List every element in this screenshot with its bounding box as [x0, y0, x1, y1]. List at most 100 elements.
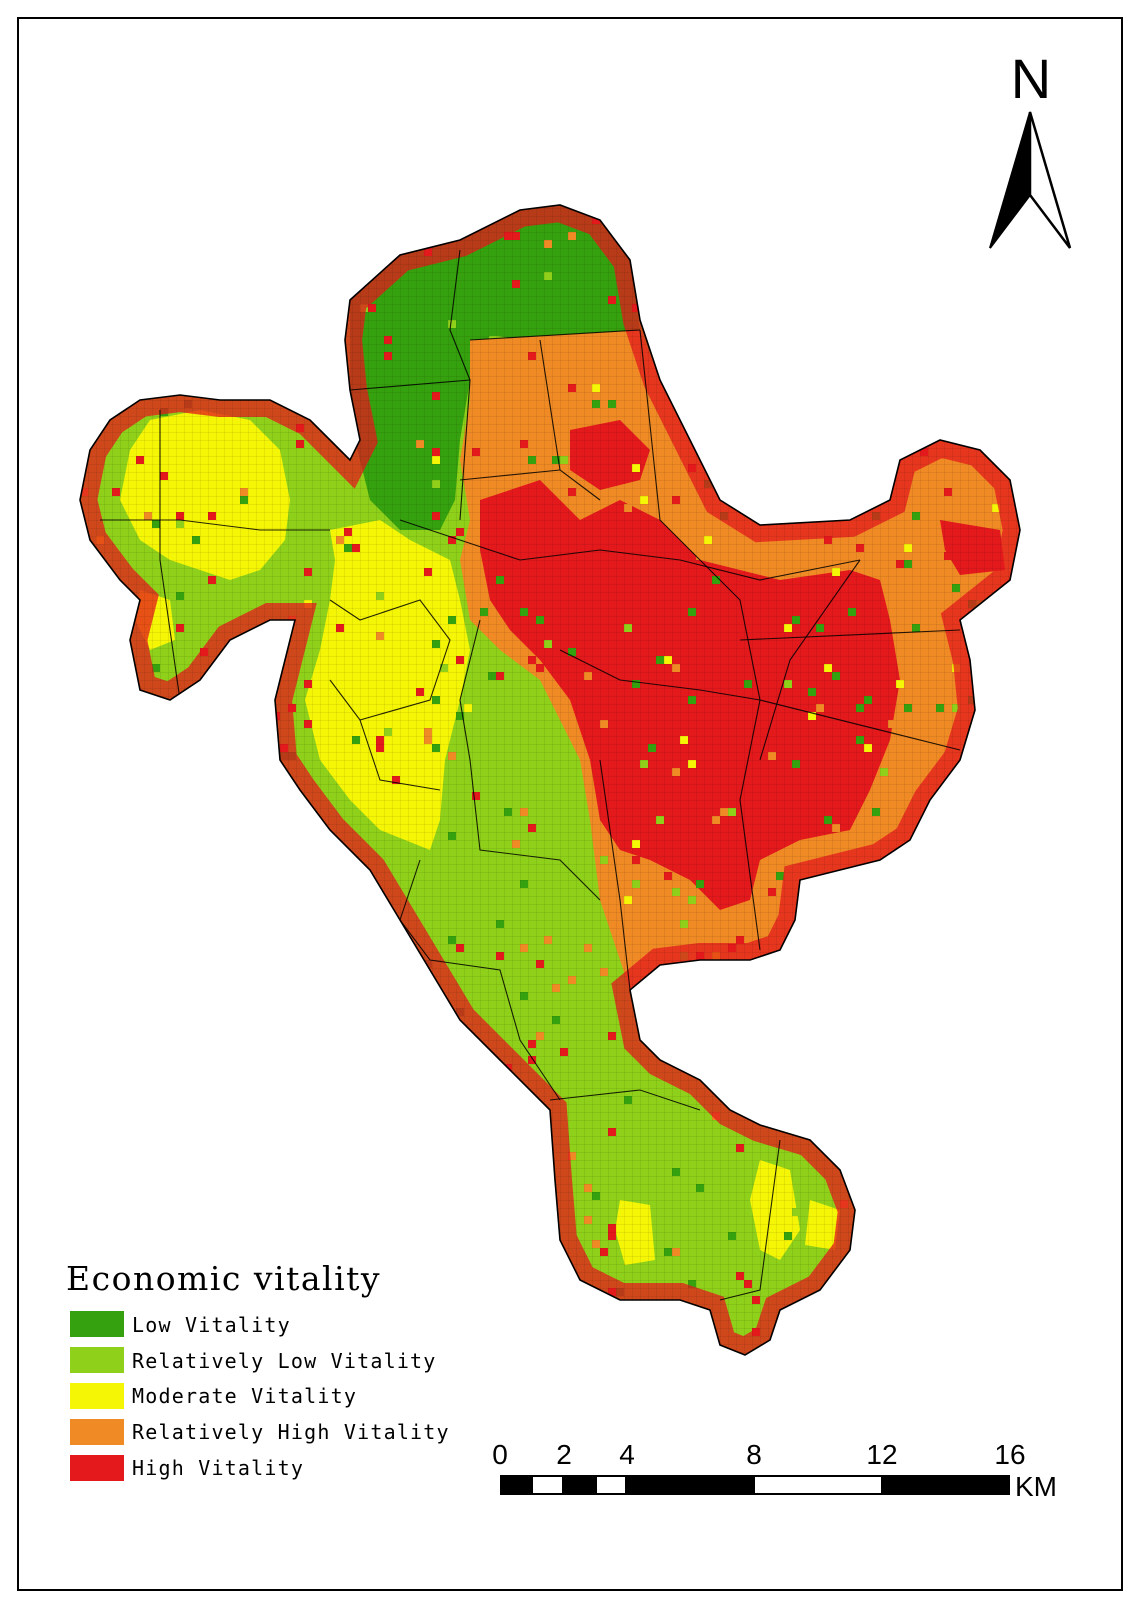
grid-cell [1000, 944, 1008, 952]
grid-cell [280, 984, 288, 992]
grid-cell [208, 856, 216, 864]
grid-cell [192, 1168, 200, 1176]
grid-cell [240, 1224, 248, 1232]
grid-cell [96, 944, 104, 952]
grid-cell [184, 1120, 192, 1128]
grid-cell [280, 1192, 288, 1200]
grid-cell [440, 1192, 448, 1200]
grid-cell [848, 400, 856, 408]
grid-cell [952, 1296, 960, 1304]
grid-cell [312, 352, 320, 360]
grid-cell [280, 936, 288, 944]
grid-cell [464, 1192, 472, 1200]
grid-cell [240, 968, 248, 976]
grid-cell [216, 856, 224, 864]
grid-cell [648, 208, 656, 216]
grid-cell [80, 1080, 88, 1088]
grid-cell [808, 496, 816, 504]
grid-cell [280, 1240, 288, 1248]
grid-cell [160, 288, 168, 296]
grid-cell [112, 1040, 120, 1048]
grid-cell [992, 416, 1000, 424]
grid-cell [688, 992, 696, 1000]
grid-cell [376, 984, 384, 992]
grid-cell [992, 1048, 1000, 1056]
district-boundary [159, 410, 181, 701]
legend-swatch-relatively-high-vitality [70, 1419, 124, 1445]
grid-cell [1016, 928, 1020, 936]
grid-cell [928, 288, 936, 296]
grid-cell [856, 1120, 864, 1128]
grid-cell [720, 344, 728, 352]
grid-cell [736, 240, 744, 248]
grid-cell [872, 936, 880, 944]
grid-cell [976, 1064, 984, 1072]
grid-cell [192, 704, 200, 712]
grid-cell [824, 1352, 832, 1355]
grid-cell [336, 904, 344, 912]
grid-cell [240, 712, 248, 720]
grid-cell [528, 1344, 536, 1352]
grid-cell [992, 1312, 1000, 1320]
grid-cell [720, 488, 728, 496]
grid-cell [80, 800, 88, 808]
grid-cell [192, 888, 200, 896]
grid-cell [728, 1072, 736, 1080]
scale-label-12: 12 [866, 1439, 897, 1470]
grid-cell [792, 440, 800, 448]
grid-cell [1016, 1080, 1020, 1088]
scale-segment [531, 1475, 564, 1495]
grid-cell [80, 1072, 88, 1080]
grid-cell [872, 1048, 880, 1056]
grid-cell [960, 824, 968, 832]
district-boundary [449, 249, 471, 521]
grid-cell [712, 968, 720, 976]
grid-cell [240, 360, 248, 368]
district-boundary [719, 1139, 781, 1301]
grid-cell [192, 1224, 200, 1232]
grid-cell [248, 232, 256, 240]
grid-cell [632, 1312, 640, 1320]
grid-cell [176, 205, 184, 208]
grid-cell [320, 984, 328, 992]
grid-cell [808, 216, 816, 224]
grid-cell [448, 1024, 456, 1032]
grid-cell [744, 1008, 752, 1016]
legend-label-moderate-vitality: Moderate Vitality [132, 1384, 357, 1408]
grid-texture [80, 205, 1020, 1355]
grid-cell [256, 856, 264, 864]
grid-cell [840, 1344, 848, 1352]
grid-cell [200, 1080, 208, 1088]
grid-cell [400, 208, 408, 216]
legend-label-low-vitality: Low Vitality [132, 1313, 291, 1337]
grid-cell [192, 960, 200, 968]
grid-cell [1016, 984, 1020, 992]
grid-cell [360, 1056, 368, 1064]
grid-cell [312, 1032, 320, 1040]
grid-cell [80, 312, 88, 320]
grid-cell [760, 352, 768, 360]
grid-cell [736, 1008, 744, 1016]
grid-cell [944, 1312, 952, 1320]
grid-cell [160, 808, 168, 816]
grid-cell [184, 808, 192, 816]
grid-cell [984, 312, 992, 320]
grid-cell [184, 240, 192, 248]
grid-cell [528, 1168, 536, 1176]
scale-segment [500, 1475, 532, 1495]
grid-cell [984, 760, 992, 768]
grid-cell [736, 1032, 744, 1040]
scale-segment [753, 1475, 883, 1495]
north-label: N [1011, 47, 1051, 110]
district-boundary [359, 719, 441, 791]
grid-cell [928, 1120, 936, 1128]
grid-cell [208, 976, 216, 984]
grid-cell [768, 392, 776, 400]
grid-cell [192, 336, 200, 344]
grid-cell [288, 224, 296, 232]
grid-cell [824, 352, 832, 360]
grid-cell [792, 1088, 800, 1096]
grid-cell [968, 1240, 976, 1248]
grid-cell [976, 920, 984, 928]
grid-cell [856, 1248, 864, 1256]
